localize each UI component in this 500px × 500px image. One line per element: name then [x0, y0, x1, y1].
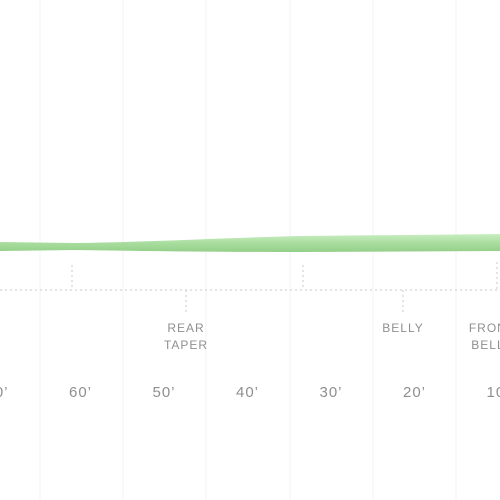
- distance-label: 10’: [486, 384, 500, 401]
- section-label: FRONT: [469, 321, 500, 335]
- distance-label: 40’: [236, 384, 259, 401]
- distance-label: 50’: [152, 384, 175, 401]
- section-label: BELLY: [471, 338, 500, 352]
- section-label: TAPER: [164, 338, 208, 352]
- distance-label: 30’: [319, 384, 342, 401]
- distance-label: 60’: [69, 384, 92, 401]
- distance-label: 70’: [0, 384, 9, 401]
- ruler: [0, 262, 500, 312]
- distance-label: 20’: [403, 384, 426, 401]
- section-label: REAR: [167, 321, 204, 335]
- fly-line: [0, 234, 500, 252]
- section-label: BELLY: [382, 321, 423, 335]
